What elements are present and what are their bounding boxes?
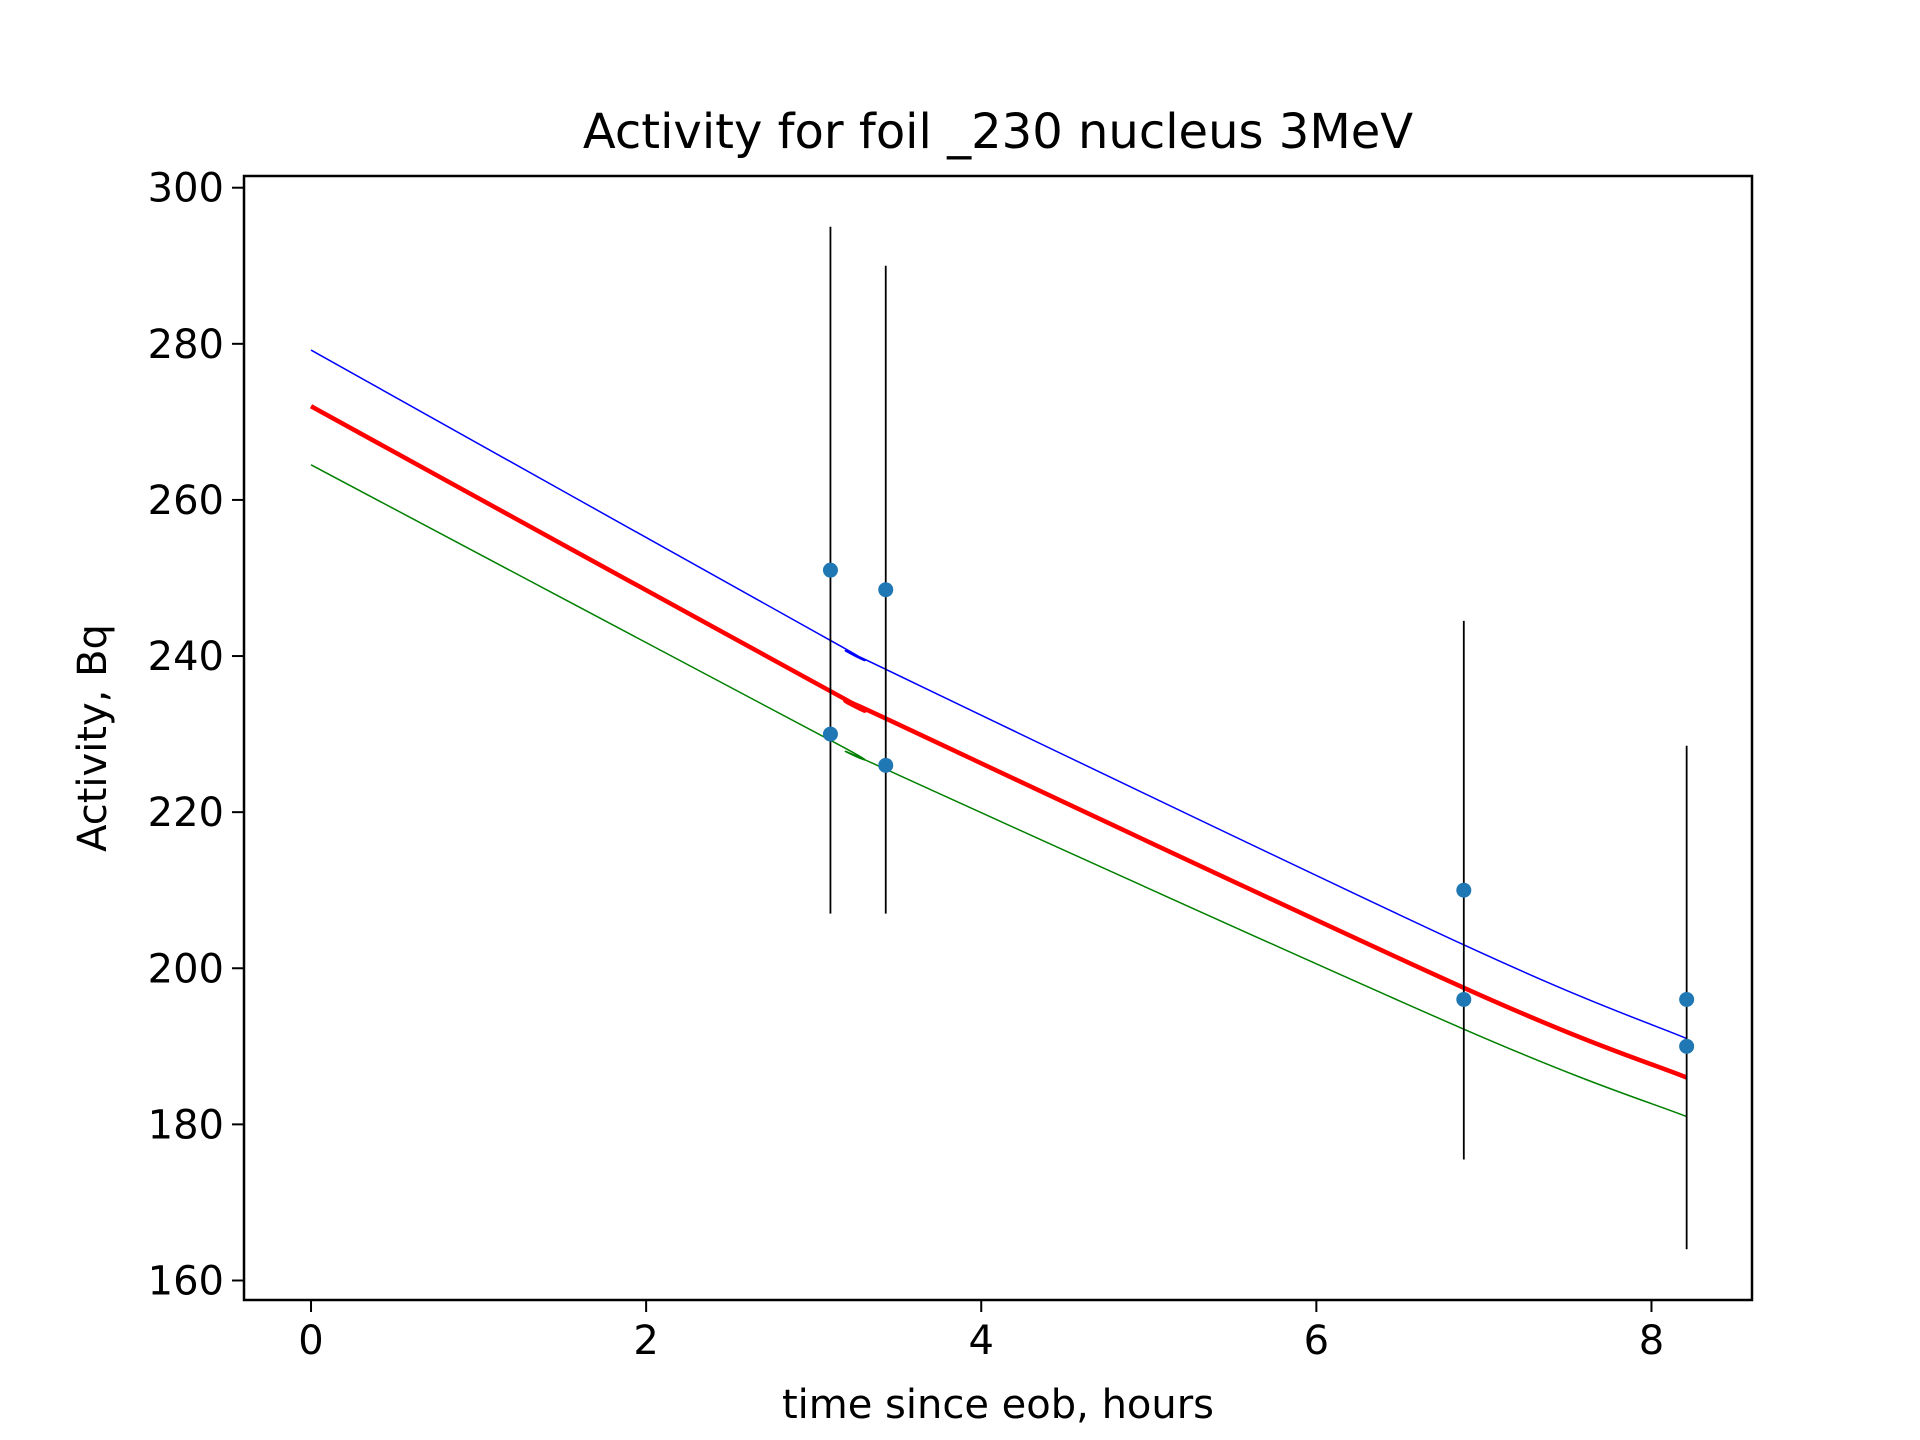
y-axis-label: Activity, Bq	[70, 624, 116, 852]
y-tick-label: 240	[148, 634, 224, 680]
data-points	[822, 562, 1695, 1054]
chart-title: Activity for foil _230 nucleus 3MeV	[583, 104, 1413, 160]
data-point	[1456, 991, 1472, 1007]
x-axis-label: time since eob, hours	[782, 1382, 1214, 1428]
y-tick-label: 280	[148, 322, 224, 368]
axes: 0 2 4 6 8 160 180 200 220 240 260 280 300	[148, 166, 1754, 1364]
data-point	[878, 757, 894, 773]
data-point	[878, 582, 894, 598]
fit-curve-red	[309, 404, 1688, 1080]
y-tick-label: 200	[148, 946, 224, 992]
data-point	[822, 562, 838, 578]
data-point	[1679, 1038, 1695, 1054]
x-tick-label: 0	[298, 1318, 323, 1364]
data-point	[822, 726, 838, 742]
x-tick-label: 8	[1639, 1318, 1664, 1364]
fit-curve-blue	[310, 349, 1687, 1040]
y-tick-label: 180	[148, 1102, 224, 1148]
y-tick-label: 300	[148, 166, 224, 212]
y-tick-label: 160	[148, 1258, 224, 1304]
x-tick-label: 2	[633, 1318, 658, 1364]
y-tick-label: 220	[148, 790, 224, 836]
data-point	[1456, 882, 1472, 898]
y-tick-label: 260	[148, 478, 224, 524]
x-tick-label: 6	[1304, 1318, 1329, 1364]
data-point	[1679, 991, 1695, 1007]
x-tick-label: 4	[969, 1318, 994, 1364]
axes-frame	[242, 174, 1754, 1302]
